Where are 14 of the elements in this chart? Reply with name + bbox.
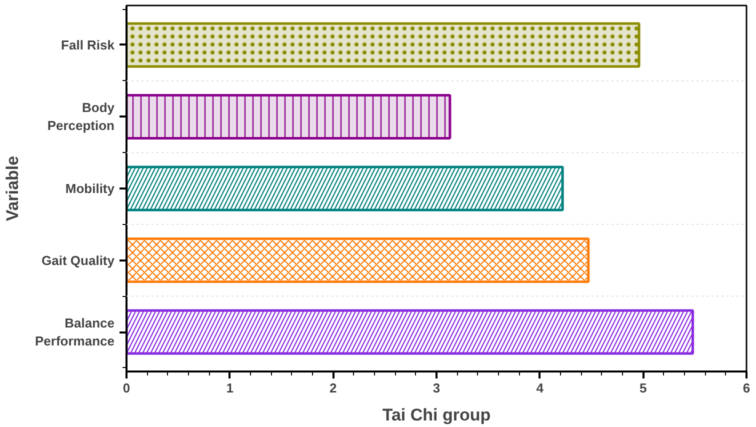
x-axis-title: Tai Chi group xyxy=(382,406,491,424)
y-tick-label: Fall Risk xyxy=(61,37,116,52)
y-tick-label: Mobility xyxy=(65,181,116,196)
x-tick-label: 0 xyxy=(122,380,130,396)
x-tick-label: 6 xyxy=(742,380,750,396)
y-tick-label: Gait Quality xyxy=(42,252,116,268)
x-tick-label: 4 xyxy=(536,380,544,396)
x-tick-label: 3 xyxy=(432,380,440,396)
x-tick-label: 5 xyxy=(640,380,647,396)
y-tick-label: Balance Performance xyxy=(35,316,115,349)
y-tick-label: Body Perception xyxy=(47,100,116,134)
y-axis-title: Variable xyxy=(3,156,22,222)
x-tick-label: 1 xyxy=(226,380,234,396)
x-tick-label: 2 xyxy=(330,380,337,396)
